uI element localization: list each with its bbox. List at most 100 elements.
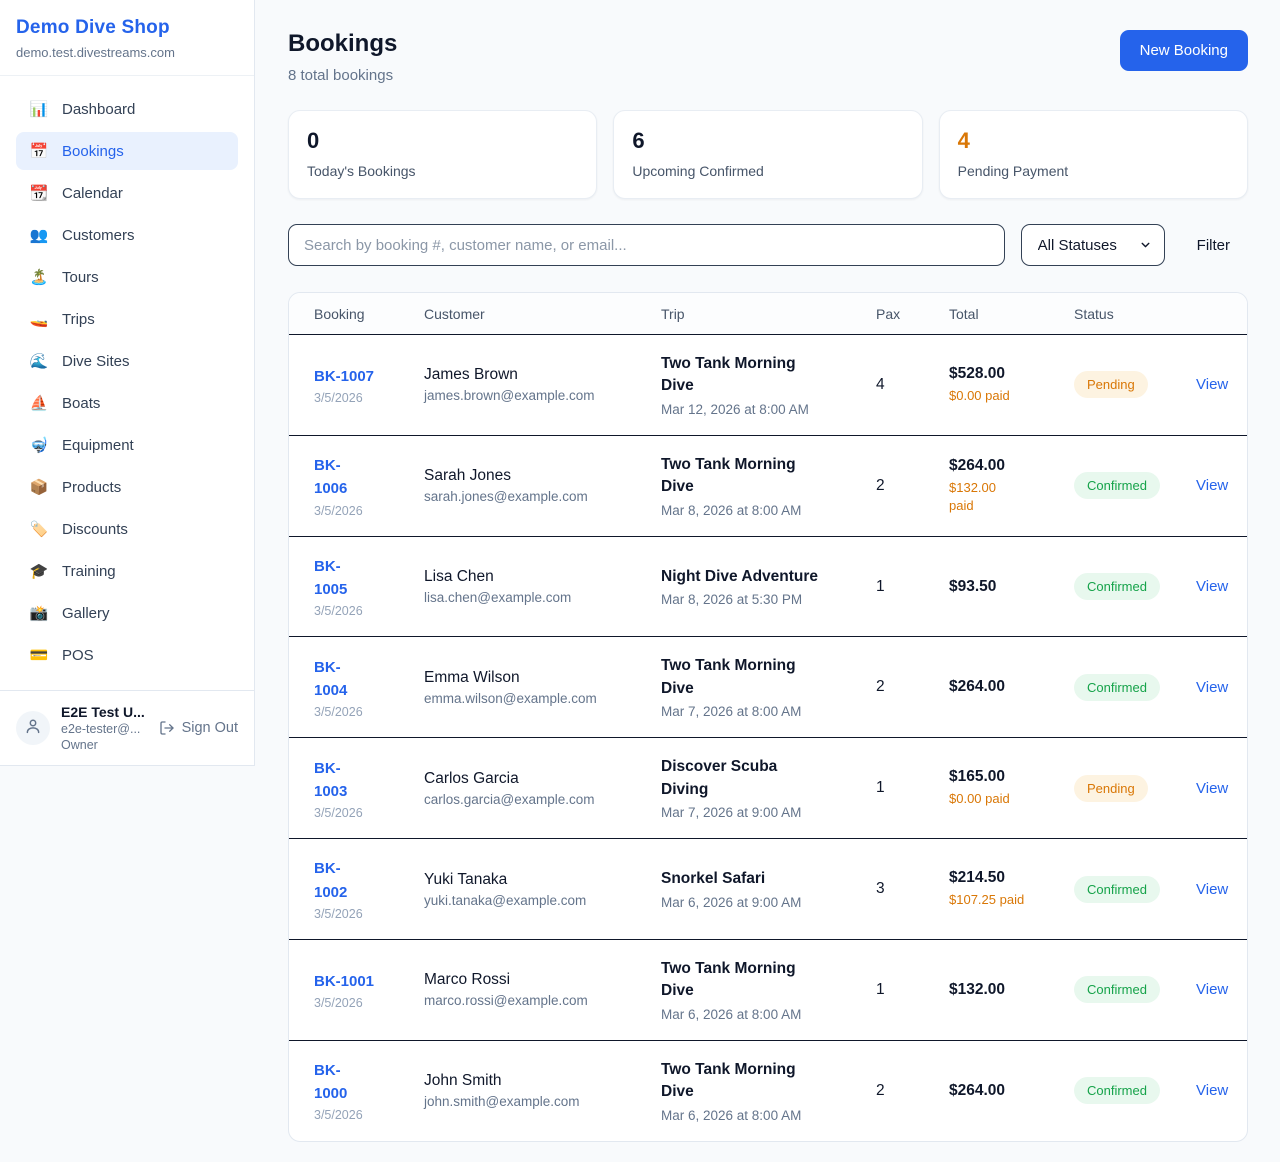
sign-out-button[interactable]: Sign Out (159, 720, 238, 736)
status-cell: Confirmed (1074, 673, 1196, 701)
view-link[interactable]: View (1196, 1082, 1229, 1100)
booking-cell: BK- 1003 3/5/2026 (314, 757, 424, 821)
trip-cell: Night Dive Adventure Mar 8, 2026 at 5:30… (661, 566, 876, 607)
booking-cell: BK-1001 3/5/2026 (314, 970, 424, 1010)
booking-id-link[interactable]: BK- 1004 (314, 658, 348, 699)
user-info: E2E Test U... e2e-tester@... Owner (61, 704, 148, 752)
sidebar-nav-item[interactable]: 🤿 Equipment (16, 426, 238, 464)
sidebar-nav-item[interactable]: 👥 Customers (16, 216, 238, 254)
nav-item-icon: 💳 (29, 647, 49, 664)
booking-date: 3/5/2026 (314, 1108, 363, 1123)
status-cell: Confirmed (1074, 875, 1196, 903)
sidebar-nav-item[interactable]: 📊 Dashboard (16, 90, 238, 128)
view-link[interactable]: View (1196, 779, 1229, 797)
sidebar-nav-item[interactable]: ⛵ Boats (16, 384, 238, 422)
view-link[interactable]: View (1196, 477, 1229, 495)
status-cell: Pending (1074, 774, 1196, 802)
sidebar-nav-item[interactable]: 🚤 Trips (16, 300, 238, 338)
booking-date: 3/5/2026 (314, 995, 363, 1010)
booking-cell: BK- 1006 3/5/2026 (314, 454, 424, 518)
sidebar-nav-item[interactable]: 🏝️ Tours (16, 258, 238, 296)
total-amount: $264.00 (949, 1081, 1006, 1099)
booking-id-link[interactable]: BK- 1003 (314, 759, 348, 800)
table-row: BK- 1002 3/5/2026 Yuki Tanaka yuki.tanak… (289, 839, 1247, 940)
search-input[interactable] (288, 224, 1005, 266)
sidebar-nav-item[interactable]: 🌊 Dive Sites (16, 342, 238, 380)
booking-cell: BK- 1002 3/5/2026 (314, 857, 424, 921)
total-amount: $264.00 (949, 678, 1006, 696)
trip-datetime: Mar 6, 2026 at 8:00 AM (661, 1006, 802, 1022)
nav-item-icon: 📅 (29, 143, 49, 160)
booking-id-link[interactable]: BK- 1006 (314, 457, 348, 498)
nav-item-icon: 🏷️ (29, 521, 49, 538)
nav-item-label: Dive Sites (62, 352, 130, 370)
page-title-block: Bookings 8 total bookings (288, 30, 397, 84)
sidebar-nav-item[interactable]: 📆 Calendar (16, 174, 238, 212)
booking-id-link[interactable]: BK- 1005 (314, 557, 348, 599)
sidebar-nav-item[interactable]: 📸 Gallery (16, 594, 238, 632)
trip-cell: Two Tank Morning Dive Mar 6, 2026 at 8:0… (661, 958, 876, 1022)
customer-email: john.smith@example.com (424, 1094, 580, 1110)
table-row: BK-1001 3/5/2026 Marco Rossi marco.rossi… (289, 940, 1247, 1041)
customer-cell: Lisa Chen lisa.chen@example.com (424, 568, 661, 605)
customer-cell: Marco Rossi marco.rossi@example.com (424, 971, 661, 1008)
view-link[interactable]: View (1196, 981, 1229, 999)
pax-cell: 2 (876, 476, 885, 494)
status-badge: Confirmed (1074, 573, 1160, 601)
total-cell: $93.50 (949, 578, 1074, 596)
shop-branding: Demo Dive Shop demo.test.divestreams.com (0, 0, 254, 76)
sidebar-nav-item[interactable]: 💳 POS (16, 636, 238, 674)
nav-item-icon: 🤿 (29, 437, 49, 454)
status-badge: Confirmed (1074, 472, 1160, 500)
status-badge: Confirmed (1074, 673, 1160, 701)
booking-id-link[interactable]: BK-1007 (314, 367, 375, 385)
pax-cell: 1 (876, 779, 885, 797)
table-row: BK- 1000 3/5/2026 John Smith john.smith@… (289, 1041, 1247, 1141)
nav-item-icon: 🏝️ (29, 269, 49, 286)
total-cell: $214.50 $107.25 paid (949, 869, 1074, 909)
customer-cell: Carlos Garcia carlos.garcia@example.com (424, 770, 661, 807)
view-link[interactable]: View (1196, 678, 1229, 696)
sidebar-nav-item[interactable]: 🎓 Training (16, 552, 238, 590)
sidebar: Demo Dive Shop demo.test.divestreams.com… (0, 0, 255, 766)
nav-item-label: Equipment (62, 436, 134, 454)
trip-datetime: Mar 7, 2026 at 8:00 AM (661, 704, 802, 720)
customer-name: Lisa Chen (424, 568, 494, 586)
sidebar-nav-item[interactable]: 🏷️ Discounts (16, 510, 238, 548)
customer-cell: Yuki Tanaka yuki.tanaka@example.com (424, 871, 661, 908)
person-icon (24, 717, 42, 740)
booking-id-link[interactable]: BK- 1000 (314, 1061, 348, 1103)
sign-out-label: Sign Out (181, 720, 238, 736)
booking-id-link[interactable]: BK-1001 (314, 972, 375, 990)
status-filter-select[interactable]: All Statuses (1020, 224, 1165, 266)
trip-cell: Discover Scuba Diving Mar 7, 2026 at 9:0… (661, 756, 876, 820)
customer-name: Carlos Garcia (424, 769, 519, 787)
table-row: BK-1007 3/5/2026 James Brown james.brown… (289, 335, 1247, 436)
status-cell: Confirmed (1074, 573, 1196, 601)
trip-cell: Two Tank Morning Dive Mar 8, 2026 at 8:0… (661, 454, 876, 518)
sidebar-nav-item[interactable]: 📅 Bookings (16, 132, 238, 170)
stat-value: 4 (957, 128, 970, 153)
customer-email: emma.wilson@example.com (424, 690, 597, 706)
view-link[interactable]: View (1196, 880, 1229, 898)
booking-id-link[interactable]: BK- 1002 (314, 860, 348, 901)
nav-item-label: Tours (62, 268, 99, 286)
customer-name: Yuki Tanaka (424, 870, 508, 888)
nav-item-icon: 👥 (29, 227, 49, 244)
trip-name: Two Tank Morning Dive (661, 455, 796, 496)
booking-cell: BK- 1005 3/5/2026 (314, 555, 424, 619)
filter-button[interactable]: Filter (1181, 237, 1248, 254)
nav-item-icon: 📊 (29, 101, 49, 118)
new-booking-button[interactable]: New Booking (1119, 30, 1248, 71)
total-amount: $165.00 (949, 768, 1006, 786)
stat-card: 6 Upcoming Confirmed (613, 110, 923, 199)
status-cell: Confirmed (1074, 472, 1196, 500)
sidebar-nav-item[interactable]: 📦 Products (16, 468, 238, 506)
pax-cell: 1 (876, 980, 885, 998)
status-cell: Confirmed (1074, 1077, 1196, 1105)
status-badge: Confirmed (1074, 1077, 1160, 1105)
view-link[interactable]: View (1196, 376, 1229, 394)
booking-date: 3/5/2026 (314, 604, 363, 619)
total-cell: $264.00 (949, 1082, 1074, 1100)
view-link[interactable]: View (1196, 578, 1229, 596)
